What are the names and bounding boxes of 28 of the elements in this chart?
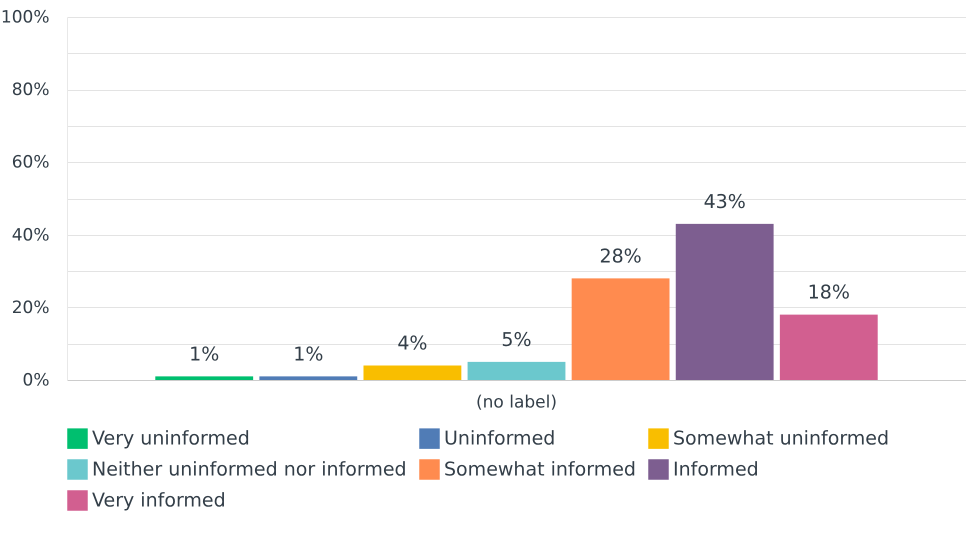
data-label: 28%: [599, 245, 642, 268]
legend-label: Informed: [673, 458, 759, 480]
y-tick-label: 80%: [12, 80, 50, 100]
data-label: 5%: [501, 328, 532, 351]
data-label: 1%: [293, 343, 324, 366]
legend-label: Somewhat informed: [444, 458, 636, 480]
bar: [259, 376, 358, 380]
bar: [468, 362, 566, 380]
y-tick-label: 0%: [22, 370, 50, 390]
bar: [363, 365, 462, 380]
y-tick-label: 60%: [12, 152, 50, 173]
x-tick-label: (no label): [476, 392, 557, 412]
data-label: 4%: [397, 332, 428, 354]
data-label: 18%: [808, 282, 850, 304]
y-tick-label: 20%: [12, 298, 50, 318]
bar: [676, 224, 774, 380]
legend-label: Somewhat uninformed: [673, 428, 890, 450]
data-label: 1%: [189, 343, 220, 366]
bar: [780, 314, 878, 380]
legend-label: Very informed: [92, 490, 226, 512]
y-tick-label: 100%: [0, 8, 50, 28]
legend-label: Very uninformed: [92, 428, 250, 450]
bar: [155, 376, 254, 380]
legend-label: Neither uninformed nor informed: [92, 458, 407, 480]
y-tick-label: 40%: [12, 225, 50, 246]
data-label: 43%: [704, 190, 746, 213]
legend-label: Uninformed: [444, 428, 556, 450]
bar: [572, 278, 670, 380]
